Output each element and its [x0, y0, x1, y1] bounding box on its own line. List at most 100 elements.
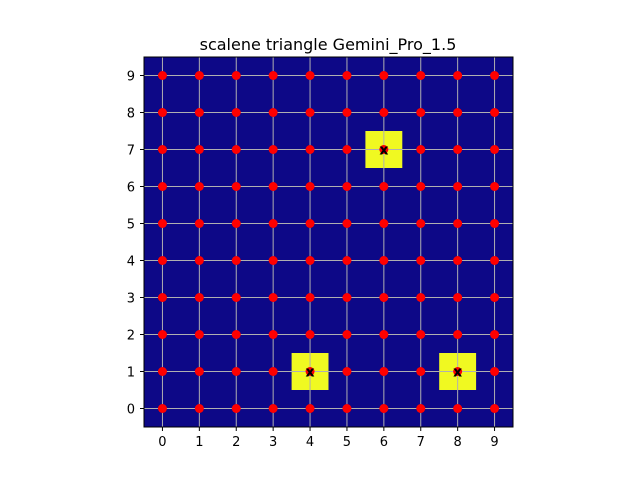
cell-label: x — [453, 365, 462, 381]
data-point — [342, 219, 352, 228]
y-tick-label: 6 — [127, 181, 135, 196]
data-point — [231, 182, 241, 191]
data-point — [194, 293, 204, 302]
y-tick-label: 9 — [127, 70, 135, 85]
data-point — [453, 256, 463, 265]
data-point — [490, 219, 500, 228]
data-point — [268, 256, 278, 265]
data-point — [416, 71, 426, 80]
data-point — [490, 404, 500, 413]
data-point — [157, 367, 167, 376]
data-point — [157, 219, 167, 228]
data-point — [157, 256, 167, 265]
data-point — [268, 219, 278, 228]
data-point — [416, 108, 426, 117]
data-point — [416, 367, 426, 376]
data-point — [416, 219, 426, 228]
y-tick-label: 5 — [127, 218, 135, 233]
data-point — [231, 404, 241, 413]
data-point — [416, 330, 426, 339]
data-point — [305, 330, 315, 339]
data-point — [194, 182, 204, 191]
y-tick-label: 8 — [127, 107, 135, 122]
data-point — [416, 145, 426, 154]
data-point — [157, 330, 167, 339]
cell-label: x — [306, 365, 315, 381]
y-tick-label: 3 — [127, 292, 135, 307]
x-tick-label: 7 — [417, 435, 425, 450]
y-tick-label: 1 — [127, 366, 135, 381]
data-point — [379, 293, 389, 302]
data-point — [416, 256, 426, 265]
data-point — [157, 293, 167, 302]
data-point — [194, 404, 204, 413]
data-point — [194, 71, 204, 80]
y-tick-label: 0 — [127, 403, 135, 418]
data-point — [342, 293, 352, 302]
data-point — [231, 219, 241, 228]
data-point — [305, 219, 315, 228]
data-point — [379, 219, 389, 228]
y-tick-label: 7 — [127, 144, 135, 159]
data-point — [416, 182, 426, 191]
data-point — [231, 293, 241, 302]
data-point — [490, 108, 500, 117]
data-point — [453, 71, 463, 80]
x-tick-label: 4 — [306, 435, 314, 450]
data-point — [490, 71, 500, 80]
data-point — [194, 330, 204, 339]
x-tick-label: 9 — [490, 435, 498, 450]
x-tick-label: 8 — [454, 435, 462, 450]
data-point — [194, 367, 204, 376]
cell-label: x — [379, 143, 388, 159]
data-point — [490, 256, 500, 265]
data-point — [268, 182, 278, 191]
data-point — [379, 108, 389, 117]
data-point — [453, 330, 463, 339]
data-point — [157, 71, 167, 80]
data-point — [453, 367, 463, 376]
data-point — [342, 71, 352, 80]
data-point — [305, 293, 315, 302]
plot-frame — [143, 56, 514, 428]
data-point — [194, 256, 204, 265]
data-point — [453, 219, 463, 228]
data-point — [342, 182, 352, 191]
y-tick-label: 4 — [127, 255, 135, 270]
plot-area: x x x 0 1 2 3 4 5 6 7 8 9 0 1 2 3 4 5 6 7 8 9 — [127, 56, 514, 450]
data-point — [453, 404, 463, 413]
data-point — [231, 367, 241, 376]
data-point — [268, 330, 278, 339]
data-point — [379, 330, 389, 339]
data-point — [268, 108, 278, 117]
x-tick-label: 5 — [343, 435, 351, 450]
data-point — [490, 145, 500, 154]
data-point — [379, 182, 389, 191]
x-tick-label: 2 — [232, 435, 240, 450]
data-point — [194, 145, 204, 154]
data-point — [453, 182, 463, 191]
data-point — [268, 71, 278, 80]
data-point — [231, 71, 241, 80]
data-point — [416, 404, 426, 413]
x-tick-label: 3 — [269, 435, 277, 450]
data-point — [379, 256, 389, 265]
data-point — [379, 71, 389, 80]
data-point — [379, 404, 389, 413]
data-point — [305, 71, 315, 80]
data-point — [231, 145, 241, 154]
data-point — [342, 108, 352, 117]
data-point — [453, 145, 463, 154]
data-point — [194, 108, 204, 117]
x-tick-label: 1 — [195, 435, 203, 450]
data-point — [342, 330, 352, 339]
data-point — [231, 256, 241, 265]
data-point — [305, 367, 315, 376]
data-point — [490, 182, 500, 191]
data-point — [416, 293, 426, 302]
data-point — [157, 404, 167, 413]
data-point — [268, 404, 278, 413]
data-point — [305, 256, 315, 265]
data-point — [157, 182, 167, 191]
